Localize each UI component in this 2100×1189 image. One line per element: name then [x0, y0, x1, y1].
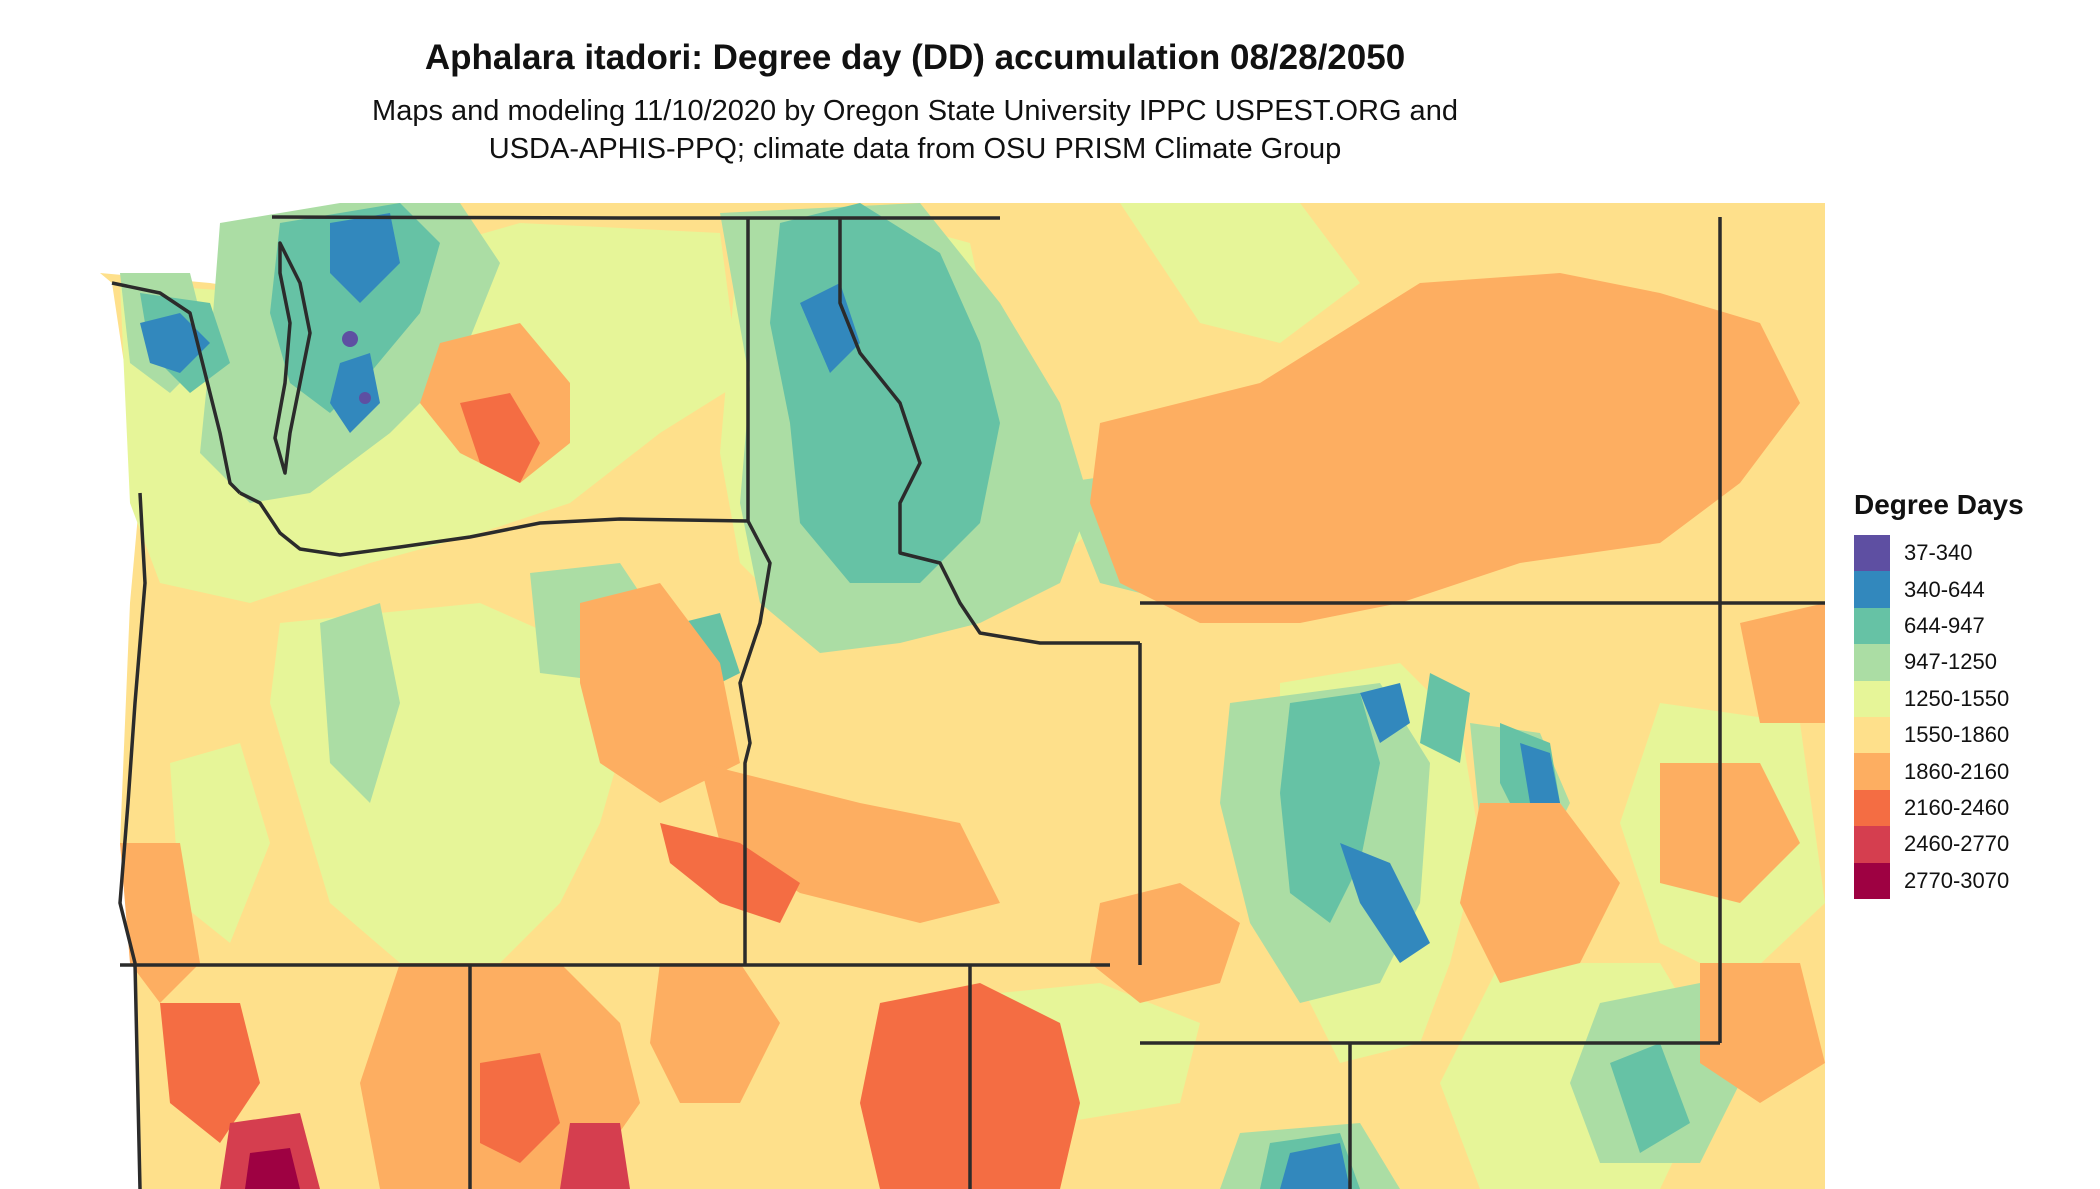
legend-swatch [1854, 862, 1890, 899]
legend-item: 644-947 [1854, 607, 2024, 645]
wa-north-border [271, 215, 1000, 220]
wa-coast [111, 281, 242, 495]
legend-label: 1550-1860 [1904, 722, 2010, 748]
legend-item: 2460-2770 [1854, 826, 2024, 863]
legend-item: 1250-1550 [1854, 680, 2024, 717]
legend-item: 1860-2160 [1854, 753, 2024, 790]
degree-day-map [100, 203, 1825, 1189]
legend-label: 1250-1550 [1904, 685, 2010, 711]
legend: Degree Days 37-340 340-644 644-947 947-1250… [1854, 489, 2024, 899]
id-mt-border [838, 217, 1140, 645]
or-id-border [738, 520, 772, 965]
wa-or-border [239, 491, 749, 557]
legend-swatch [1854, 826, 1890, 863]
zone-340-644 [140, 213, 1560, 1189]
subtitle-line-1: Maps and modeling 11/10/2020 by Oregon S… [372, 95, 1458, 127]
legend-label: 2770-3070 [1904, 867, 2010, 893]
state-borders [111, 215, 1825, 1189]
legend-swatch [1854, 535, 1890, 572]
legend-label: 1860-2160 [1904, 758, 2010, 784]
puget-sound-outline [273, 241, 312, 475]
zone-37-340 [342, 331, 371, 404]
map-title: Aphalara itadori: Degree day (DD) accumu… [424, 38, 1406, 77]
legend-swatch [1854, 680, 1890, 717]
legend-label: 37-340 [1904, 540, 1973, 566]
subtitle-line-2: USDA-APHIS-PPQ; climate data from OSU PR… [488, 133, 1342, 165]
legend-item: 2770-3070 [1854, 862, 2024, 899]
map-subtitle: Maps and modeling 11/10/2020 by Oregon S… [0, 92, 1830, 168]
legend-items: 37-340 340-644 644-947 947-1250 1250-1550 155… [1854, 535, 2024, 899]
or-coast [118, 492, 147, 1189]
legend-label: 2460-2770 [1904, 831, 2010, 857]
zone-2770-3070 [245, 1148, 300, 1189]
map-canvas [100, 203, 1825, 1189]
legend-label: 2160-2460 [1904, 794, 2010, 820]
legend-item: 947-1250 [1854, 644, 2024, 681]
legend-item: 2160-2460 [1854, 789, 2024, 827]
legend-swatch [1854, 753, 1890, 790]
legend-label: 340-644 [1904, 576, 1985, 602]
legend-swatch [1854, 716, 1890, 754]
legend-swatch [1854, 571, 1890, 608]
legend-swatch [1854, 607, 1890, 645]
legend-item: 340-644 [1854, 571, 2024, 608]
legend-swatch [1854, 644, 1890, 681]
zone-1860-2160 [120, 273, 1825, 1189]
legend-title: Degree Days [1854, 489, 2024, 520]
legend-item: 37-340 [1854, 535, 2024, 572]
legend-label: 947-1250 [1904, 649, 1997, 675]
legend-label: 644-947 [1904, 612, 1985, 638]
zone-2160-2460 [160, 393, 1080, 1189]
legend-swatch [1854, 789, 1890, 827]
legend-item: 1550-1860 [1854, 716, 2024, 754]
